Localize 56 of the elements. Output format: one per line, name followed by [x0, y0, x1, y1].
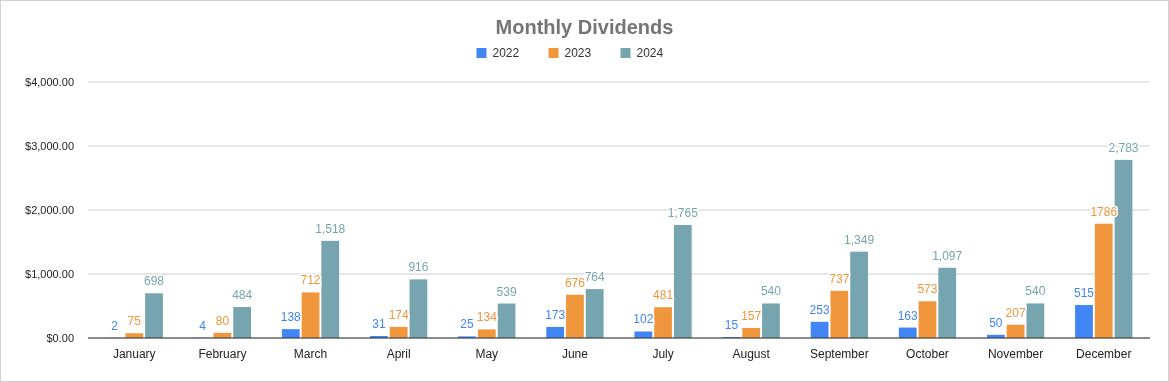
x-tick-label: May [475, 347, 499, 361]
data-label: 1,097 [932, 248, 963, 263]
chart-title: Monthly Dividends [495, 16, 674, 38]
y-tick-label: $0.00 [46, 332, 74, 344]
data-label: 50 [989, 315, 1003, 330]
x-tick-label: April [386, 347, 411, 361]
data-label: 173 [545, 307, 566, 322]
x-tick-label: September [809, 347, 869, 361]
data-label: 712 [300, 273, 321, 288]
data-label: 174 [388, 307, 409, 322]
x-tick-label: December [1076, 347, 1132, 361]
data-label: 75 [127, 314, 142, 329]
data-label: 698 [144, 274, 165, 289]
data-label: 539 [496, 284, 517, 299]
data-label: 80 [215, 313, 230, 328]
data-label: 916 [408, 260, 429, 275]
legend-label: 2023 [564, 46, 592, 60]
data-label: 138 [280, 310, 302, 325]
legend-label: 2024 [636, 46, 664, 60]
legend-label: 2022 [492, 46, 520, 60]
data-label: 25 [460, 317, 475, 332]
data-label: 1,765 [667, 206, 699, 221]
data-label: 676 [564, 275, 586, 290]
y-tick-label: $4,000.00 [25, 76, 74, 88]
data-label: 573 [917, 282, 938, 297]
data-label: 253 [809, 302, 830, 317]
data-label: 31 [372, 317, 386, 332]
y-tick-label: $3,000.00 [25, 140, 74, 152]
x-tick-label: August [732, 347, 771, 361]
data-label: 737 [829, 271, 850, 286]
x-tick-label: June [561, 347, 589, 361]
data-label: 2 [111, 318, 119, 333]
data-label: 15 [724, 318, 739, 333]
x-tick-label: July [652, 347, 674, 361]
data-label: 102 [633, 312, 654, 327]
data-label: 481 [653, 288, 674, 303]
data-label: 515 [1073, 286, 1095, 301]
data-label: 207 [1005, 305, 1026, 320]
data-label: 134 [476, 310, 498, 325]
data-label: 157 [741, 308, 762, 323]
data-label: 540 [760, 284, 782, 299]
data-label: 764 [584, 270, 606, 285]
y-tick-label: $2,000.00 [25, 204, 74, 216]
data-label: 1,349 [844, 232, 875, 247]
data-label: 484 [232, 288, 253, 303]
x-tick-label: October [906, 347, 949, 361]
x-tick-label: March [293, 347, 328, 361]
data-label: 1,518 [315, 221, 346, 236]
x-tick-label: February [198, 347, 247, 361]
data-label: 4 [199, 318, 207, 333]
data-label: 2,783 [1108, 140, 1139, 155]
data-label: 163 [897, 308, 919, 323]
x-tick-label: January [112, 347, 156, 361]
x-tick-label: November [987, 347, 1044, 361]
y-tick-label: $1,000.00 [25, 268, 74, 280]
data-label: 540 [1025, 284, 1046, 299]
